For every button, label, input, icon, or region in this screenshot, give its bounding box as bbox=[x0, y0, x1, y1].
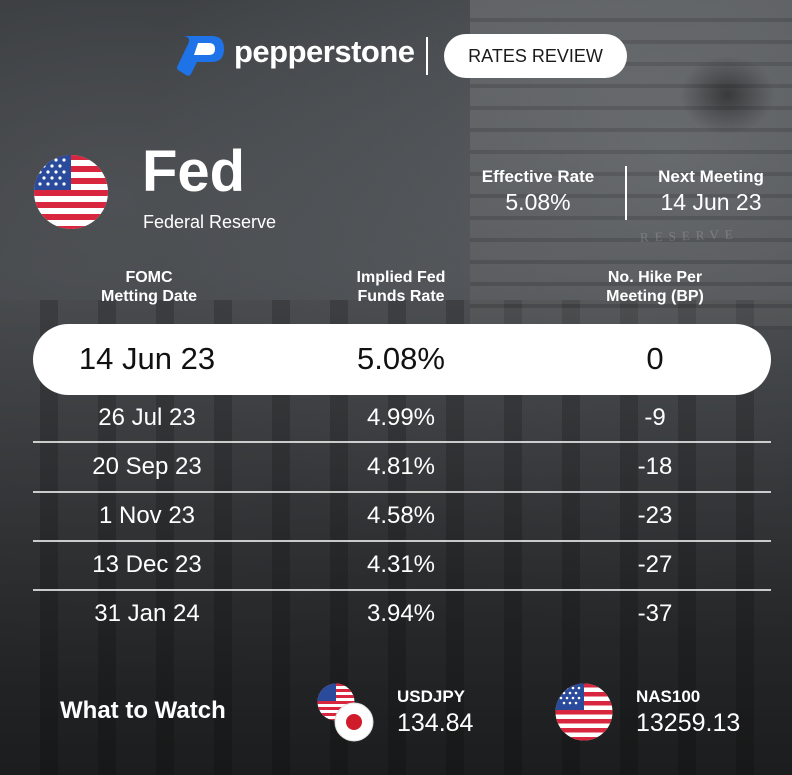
table-row: 13 Dec 23 4.31% -27 bbox=[33, 542, 771, 591]
column-header-date-line2: Metting Date bbox=[101, 288, 197, 305]
effective-rate-value: 5.08% bbox=[505, 189, 571, 215]
us-flag-icon bbox=[555, 683, 613, 741]
column-header-rate: Implied Fed Funds Rate bbox=[316, 268, 486, 306]
row-hike: -18 bbox=[637, 453, 673, 480]
what-to-watch-label: What to Watch bbox=[60, 697, 226, 724]
row-divider bbox=[33, 441, 771, 443]
column-header-hike-line1: No. Hike Per bbox=[607, 269, 703, 286]
ticker-nas100-name: NAS100 bbox=[636, 687, 701, 706]
bank-title: Fed bbox=[142, 139, 246, 204]
column-header-hike: No. Hike Per Meeting (BP) bbox=[570, 268, 740, 306]
column-header-date: FOMC Metting Date bbox=[64, 268, 234, 306]
column-header-rate-line1: Implied Fed bbox=[356, 269, 446, 286]
brand-name: pepperstone bbox=[234, 34, 415, 69]
effective-rate-label: Effective Rate bbox=[481, 167, 595, 186]
row-divider bbox=[33, 491, 771, 493]
japan-flag-icon bbox=[334, 702, 374, 742]
row-rate: 4.81% bbox=[366, 453, 436, 480]
row-rate: 4.99% bbox=[366, 404, 436, 431]
column-header-hike-line2: Meeting (BP) bbox=[606, 288, 704, 305]
highlight-row: 14 Jun 23 5.08% 0 bbox=[33, 324, 771, 395]
row-hike: -37 bbox=[637, 600, 673, 627]
row-hike: -27 bbox=[637, 551, 673, 578]
effective-rate-stat: Effective Rate 5.08% bbox=[470, 167, 606, 216]
eagle-sculpture bbox=[680, 55, 775, 135]
rates-review-badge: RATES REVIEW bbox=[444, 34, 627, 78]
next-meeting-stat: Next Meeting 14 Jun 23 bbox=[646, 167, 776, 216]
table-row: 1 Nov 23 4.58% -23 bbox=[33, 493, 771, 542]
ticker-usdjpy-value: 134.84 bbox=[397, 709, 474, 737]
row-rate: 4.31% bbox=[366, 551, 436, 578]
next-meeting-value: 14 Jun 23 bbox=[660, 189, 762, 215]
row-rate: 3.94% bbox=[366, 600, 436, 627]
row-divider bbox=[33, 589, 771, 591]
header-divider bbox=[426, 37, 428, 75]
pepperstone-logo-icon bbox=[177, 36, 224, 76]
highlight-rate: 5.08% bbox=[357, 341, 445, 376]
row-hike: -23 bbox=[637, 502, 673, 529]
us-flag-icon bbox=[34, 155, 108, 229]
table-row: 31 Jan 24 3.94% -37 bbox=[33, 591, 771, 640]
row-divider bbox=[33, 540, 771, 542]
next-meeting-label: Next Meeting bbox=[658, 167, 764, 186]
column-header-date-line1: FOMC bbox=[125, 269, 173, 286]
table-row: 26 Jul 23 4.99% -9 bbox=[33, 395, 771, 444]
row-hike: -9 bbox=[644, 404, 666, 431]
ticker-usdjpy-name: USDJPY bbox=[397, 687, 466, 706]
row-rate: 4.58% bbox=[366, 502, 436, 529]
row-date: 26 Jul 23 bbox=[98, 404, 196, 431]
column-header-rate-line2: Funds Rate bbox=[357, 288, 445, 305]
row-date: 13 Dec 23 bbox=[92, 551, 202, 578]
ticker-nas100-value: 13259.13 bbox=[636, 709, 741, 737]
row-date: 1 Nov 23 bbox=[98, 502, 196, 529]
stat-divider bbox=[625, 166, 627, 220]
bank-subtitle: Federal Reserve bbox=[143, 212, 277, 232]
row-date: 31 Jan 24 bbox=[94, 600, 200, 627]
highlight-date: 14 Jun 23 bbox=[78, 341, 216, 376]
row-date: 20 Sep 23 bbox=[92, 453, 202, 480]
highlight-hike: 0 bbox=[646, 341, 664, 376]
table-row: 20 Sep 23 4.81% -18 bbox=[33, 444, 771, 493]
